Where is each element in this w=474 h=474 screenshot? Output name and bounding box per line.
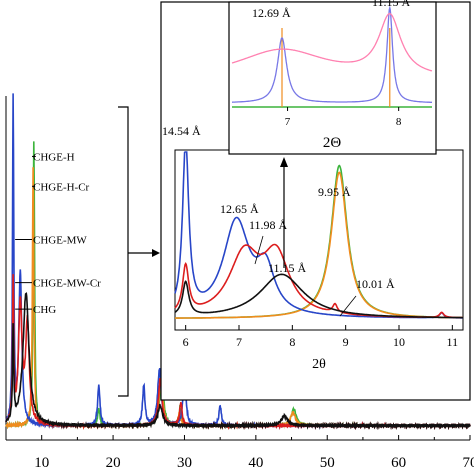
inset-x-tick-label: 7 [236, 335, 242, 349]
inset-annotation-leader [339, 295, 357, 317]
zoom-x-tick-label: 7 [285, 116, 291, 128]
bracket-arrowhead [152, 249, 160, 257]
legend-label-chge-h: CHGE-H [33, 151, 75, 163]
inset-x-tick-label: 6 [183, 335, 189, 349]
legend-label-chg: CHG [33, 304, 56, 316]
main-x-tick-label: 50 [320, 455, 335, 471]
inset-annotation-14-54: 14.54 Å [162, 124, 201, 138]
zoom-frame [228, 1, 437, 155]
zoom-plot: 7 8 2Θ 12.69 Å 11.15 Å [228, 0, 437, 155]
main-x-tick-label: 10 [34, 455, 49, 471]
inset-annotation-10-01: 10.01 Å [356, 277, 395, 291]
zoom-series-1 [231, 13, 433, 72]
legend-label-chge-mw: CHGE-MW [33, 234, 87, 246]
zoom-x-tick-label: 8 [396, 116, 402, 128]
main-plot: CHGE-H CHGE-H-Cr CHGE-MW CHGE-MW-Cr CHG 10 20 3… [5, 93, 474, 471]
main-x-tick-label: 30 [177, 455, 192, 471]
zoom-series-0 [232, 5, 432, 103]
zoom-x-label: 2Θ [323, 135, 342, 151]
inset-annotation-11-98: 11.98 Å [249, 218, 288, 232]
main-x-tick-label: 60 [391, 455, 406, 471]
inset-series-chg [174, 273, 463, 319]
inset-annotation-9-95: 9.95 Å [318, 185, 351, 199]
inset-bracket [118, 106, 160, 397]
main-x-tick-label: 40 [248, 455, 263, 471]
inset-x-tick-label: 8 [289, 335, 295, 349]
inset-x-tick-label: 10 [393, 335, 405, 349]
main-x-tick-label: 20 [106, 455, 121, 471]
legend-label-chge-h-cr: CHGE-H-Cr [33, 181, 90, 193]
inset-x-tick-label: 11 [447, 335, 459, 349]
inset-annotation-leader [254, 235, 264, 265]
inset-annotation-12-65: 12.65 Å [220, 202, 259, 216]
main-series-chg [5, 292, 471, 430]
inset-x-tick-label: 9 [343, 335, 349, 349]
zoom-annotation-11-15: 11.15 Å [372, 0, 411, 9]
zoom-arrowhead [280, 157, 288, 167]
bracket-line [118, 106, 129, 397]
main-x-tick-label: 70 [463, 455, 474, 471]
legend-label-chge-mw-cr: CHGE-MW-Cr [33, 278, 101, 290]
inset-x-label: 2θ [312, 357, 326, 372]
zoom-annotation-12-69: 12.69 Å [252, 6, 291, 20]
inset-annotation-11-15: 11.15 Å [268, 261, 307, 275]
